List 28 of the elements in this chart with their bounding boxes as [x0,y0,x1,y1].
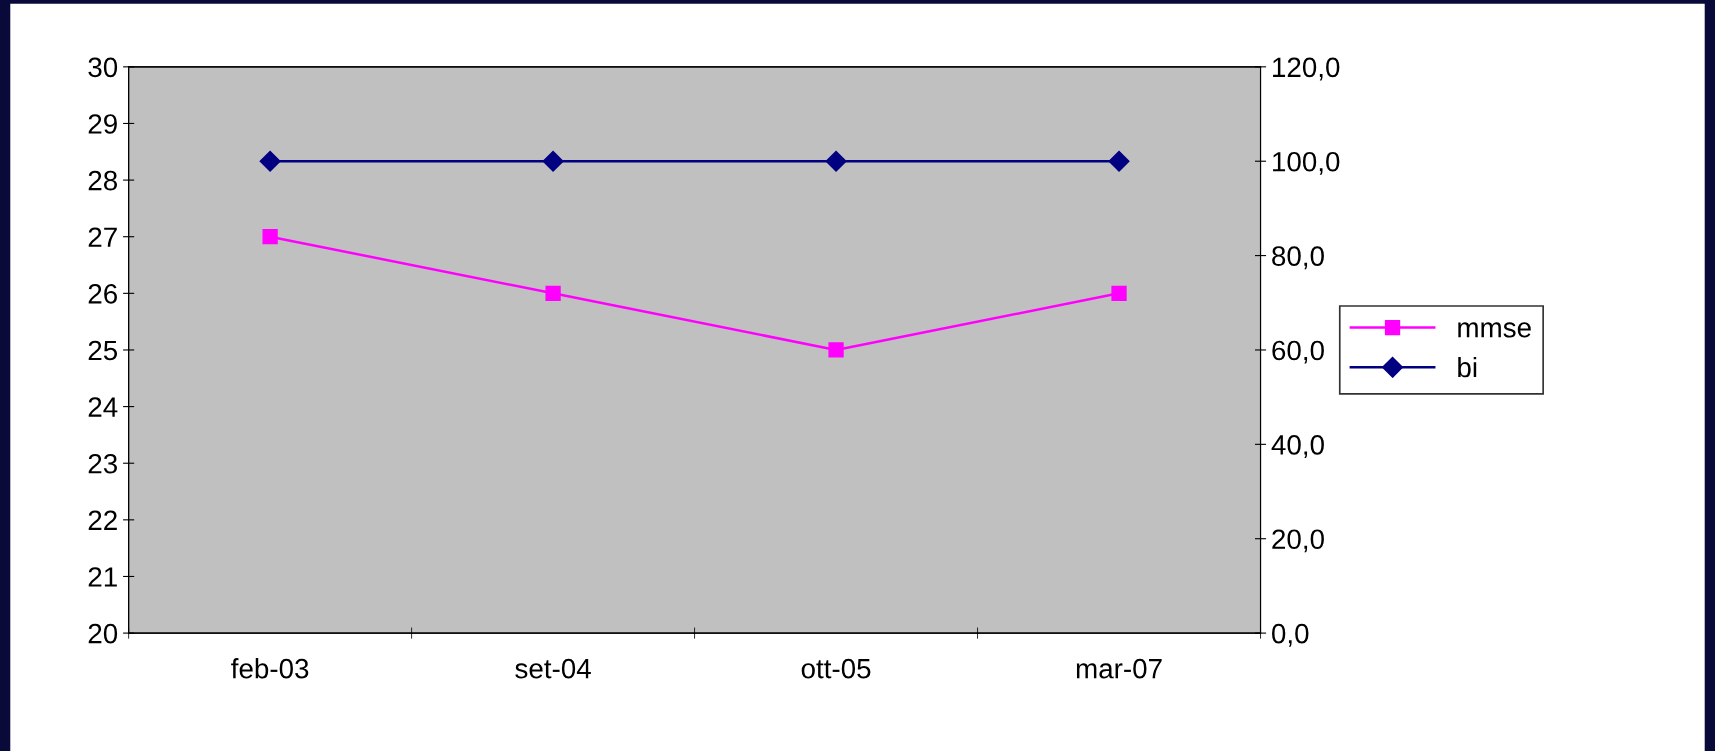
y-tick-label: 29 [88,114,117,134]
x-tick-label: mar-07 [1076,658,1162,679]
y-tick-label: 22 [88,510,117,530]
point [1111,285,1127,301]
legend-label: mmse [1458,322,1531,338]
x-tick-label: ott-05 [801,658,871,679]
legend-label: bi [1458,356,1477,378]
y2-tick-label: 120,0 [1273,57,1340,81]
x-tick-label: set-04 [515,658,591,679]
point [545,285,561,301]
y-tick-label: 26 [88,284,117,304]
y2-tick-label: 40,0 [1271,435,1324,458]
y-tick-label: 21 [88,567,117,587]
y-tick-label: 25 [88,340,118,361]
y-tick-label: 23 [88,453,117,474]
y2-tick-label: 20,0 [1272,529,1324,553]
y-tick-label: 30 [88,57,118,78]
x-tick-label: feb-03 [231,658,309,679]
y-tick-label: 24 [88,397,118,417]
y-tick-label: 27 [88,227,117,247]
y2-tick-label: 100,0 [1273,151,1340,175]
y-tick-label: 28 [88,170,117,191]
point [262,229,278,245]
point [828,342,844,358]
y-tick-label: 20 [88,623,118,644]
y2-tick-label: 0,0 [1272,623,1309,647]
y2-tick-label: 60,0 [1272,340,1324,364]
y2-tick-label: 80,0 [1272,246,1324,270]
